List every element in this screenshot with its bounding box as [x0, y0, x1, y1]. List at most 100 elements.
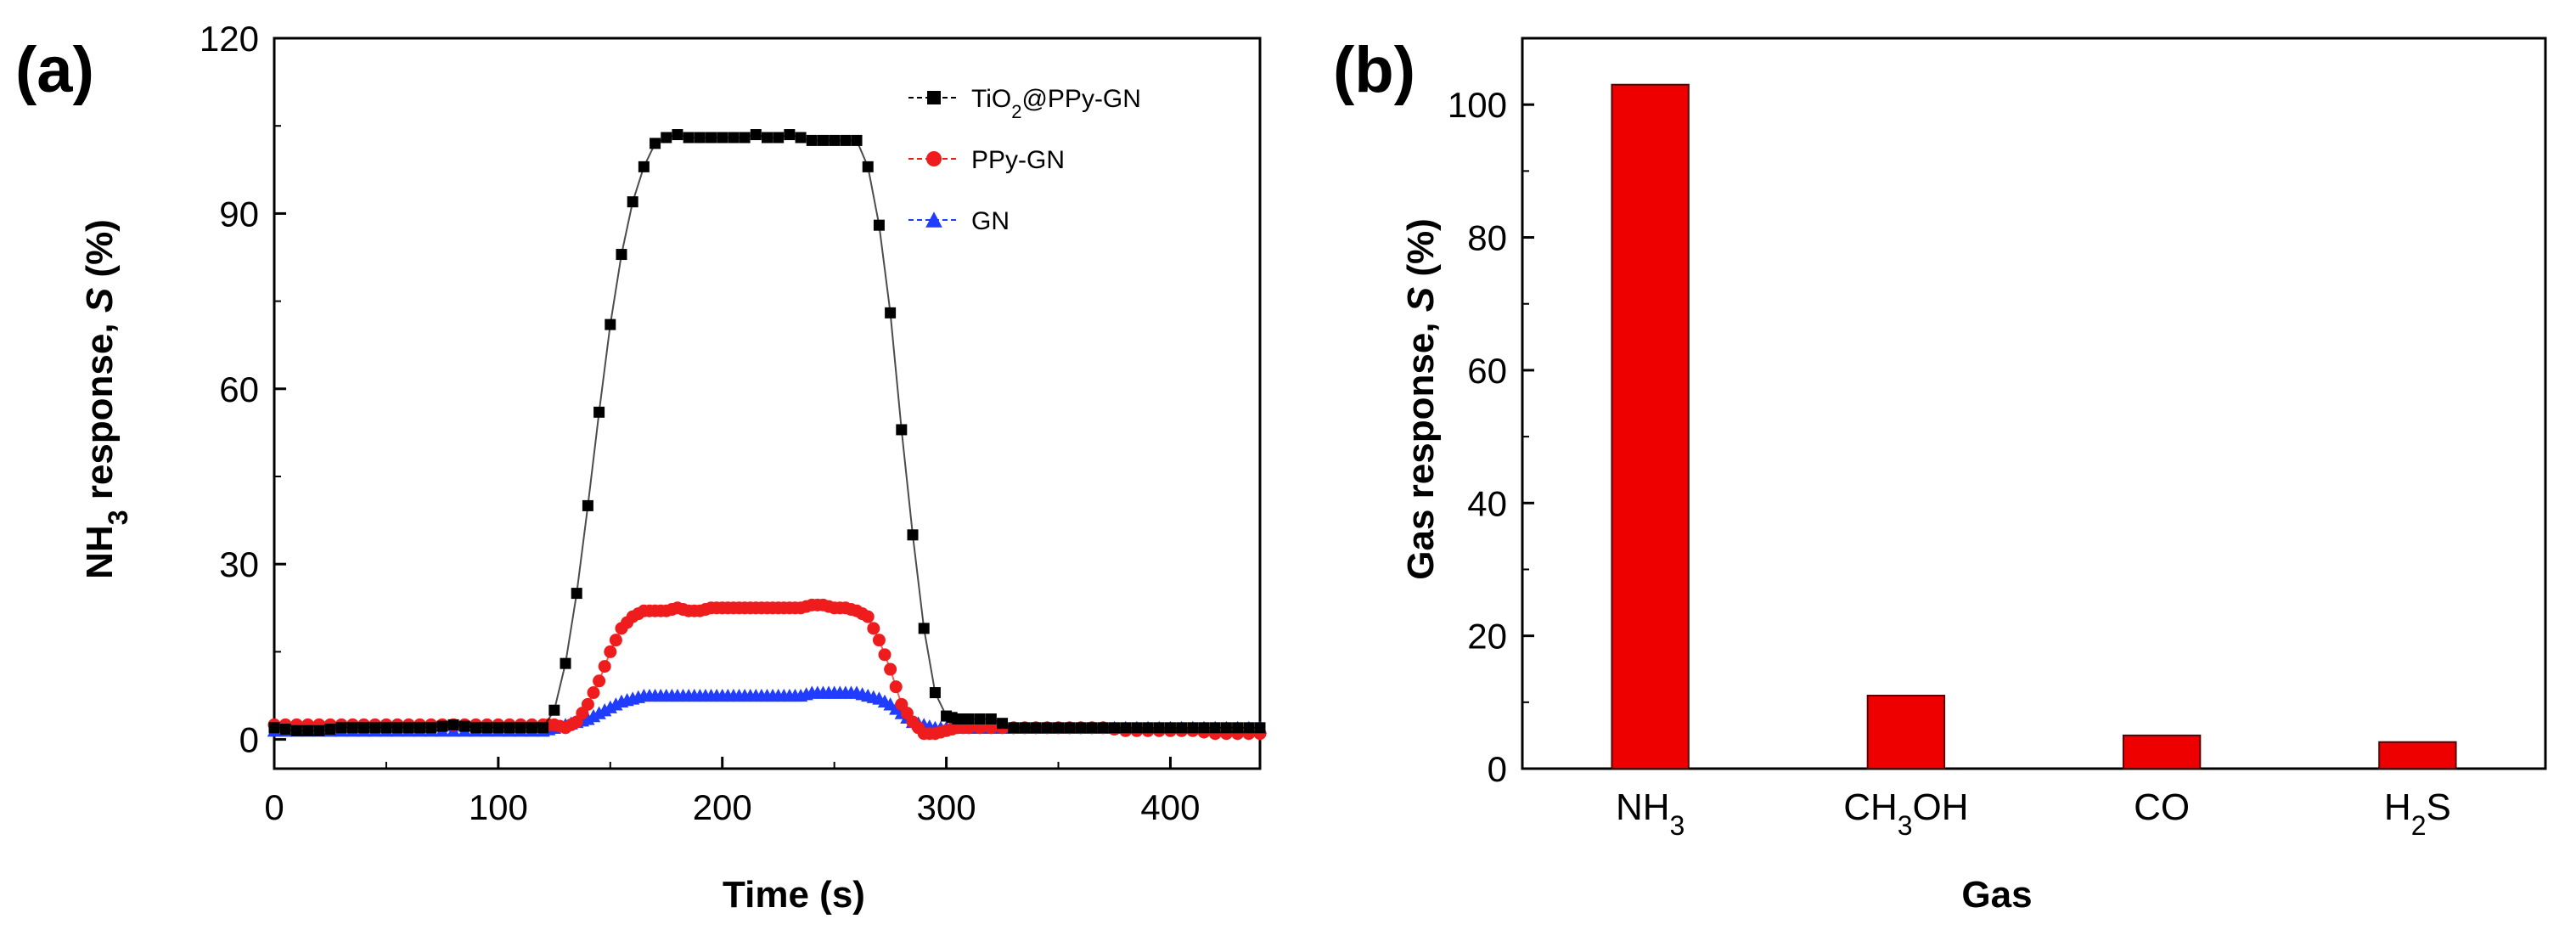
data-point [548, 704, 560, 716]
data-point [867, 622, 880, 635]
data-point [598, 660, 611, 674]
data-point [672, 129, 683, 141]
panel-a-y-tick-label: 120 [200, 19, 259, 59]
panel-a-x-tick-label: 0 [264, 787, 284, 827]
panel-a-series-layer [267, 129, 1268, 741]
data-point [974, 713, 986, 725]
data-point [593, 406, 605, 418]
data-point [616, 249, 627, 261]
data-point [324, 724, 336, 736]
data-point [605, 318, 616, 330]
data-point [884, 662, 897, 676]
data-point [706, 132, 717, 144]
data-point [862, 161, 874, 172]
data-point [997, 718, 1009, 730]
data-point [962, 721, 976, 735]
data-point [458, 720, 470, 732]
data-point [1187, 722, 1199, 734]
data-point [571, 588, 582, 600]
series-line [274, 604, 1260, 735]
data-point [984, 721, 998, 735]
data-point [1097, 722, 1109, 734]
legend-label: TiO2@PPy-GN [971, 85, 1141, 122]
data-point [313, 724, 325, 736]
data-point [380, 722, 392, 734]
panel-b-bars-layer [1611, 83, 2457, 770]
panel-b-category-label: CH3OH [1843, 786, 1968, 841]
data-point [1041, 722, 1053, 734]
data-point [817, 134, 829, 146]
data-point [1075, 722, 1087, 734]
data-point [414, 722, 426, 734]
data-point [1254, 722, 1266, 734]
data-point [481, 722, 493, 734]
panel-a-x-axis-title: Time (s) [723, 874, 865, 916]
panel-a-x-tick-label: 400 [1140, 787, 1200, 827]
data-point [829, 134, 841, 146]
series-ppy-gn [267, 598, 1267, 741]
panel-b-y-axis-title: Gas response, S (%) [1400, 218, 1442, 580]
bar-co [2122, 734, 2202, 770]
panel-b-y-tick-label: 60 [1467, 351, 1507, 391]
data-point [973, 721, 987, 735]
data-point [268, 722, 280, 734]
data-point [593, 674, 606, 688]
data-point [515, 722, 526, 734]
panel-b-y-tick-label: 20 [1467, 617, 1507, 657]
data-point [604, 645, 617, 658]
data-point [773, 132, 785, 144]
panel-b-category-label: CO [2134, 786, 2190, 828]
data-point [425, 722, 437, 734]
data-point [1108, 722, 1120, 734]
data-point [861, 610, 875, 623]
data-point [470, 722, 481, 734]
data-point [683, 132, 695, 144]
data-point [784, 129, 796, 141]
legend-entry: GN [908, 207, 1010, 235]
panel-b-category-label: NH3 [1616, 786, 1685, 841]
data-point [290, 724, 302, 736]
data-point [581, 697, 594, 711]
panel-a-x-tick-label: 200 [693, 787, 752, 827]
panel-b-label: (b) [1333, 34, 1415, 106]
data-point [907, 529, 919, 541]
data-point [795, 132, 807, 144]
panel-b-y-tick-label: 0 [1488, 749, 1507, 789]
data-point [1220, 722, 1232, 734]
data-point [402, 722, 414, 734]
legend-entry: PPy-GN [908, 146, 1065, 174]
data-point [537, 722, 549, 734]
data-point [739, 132, 751, 144]
data-point [302, 724, 314, 736]
data-point [1008, 722, 1020, 734]
data-point [929, 687, 941, 699]
data-point [851, 134, 863, 146]
data-point [503, 722, 515, 734]
panel-b-axes: 0 20 40 60 80 100 NH3 CH3OH CO H2S [1448, 37, 2547, 841]
panel-b-y-tick-label: 80 [1467, 218, 1507, 258]
data-point [369, 722, 381, 734]
panel-a-y-axis-title: NH3 response, S (%) [79, 219, 133, 579]
panel-a-y-tick-label: 30 [219, 544, 259, 584]
panel-a-axes: 0 100 200 300 400 0 30 60 90 120 [200, 19, 1262, 827]
data-point [1120, 722, 1132, 734]
data-point [279, 724, 291, 736]
data-point [1131, 722, 1143, 734]
data-point [918, 623, 930, 634]
bar-nh3 [1611, 83, 1690, 769]
panel-a-y-tick-label: 90 [219, 194, 259, 234]
data-point [609, 634, 622, 647]
data-point [872, 634, 886, 647]
panel-a-plot-frame [273, 37, 1262, 770]
data-point [526, 722, 537, 734]
data-point [638, 161, 650, 172]
data-point [694, 132, 706, 144]
data-point [650, 138, 661, 149]
data-point [885, 307, 897, 318]
legend-marker [925, 211, 942, 228]
data-point [1243, 722, 1255, 734]
legend-label: GN [971, 207, 1010, 235]
data-point [963, 713, 975, 725]
data-point [1064, 722, 1076, 734]
